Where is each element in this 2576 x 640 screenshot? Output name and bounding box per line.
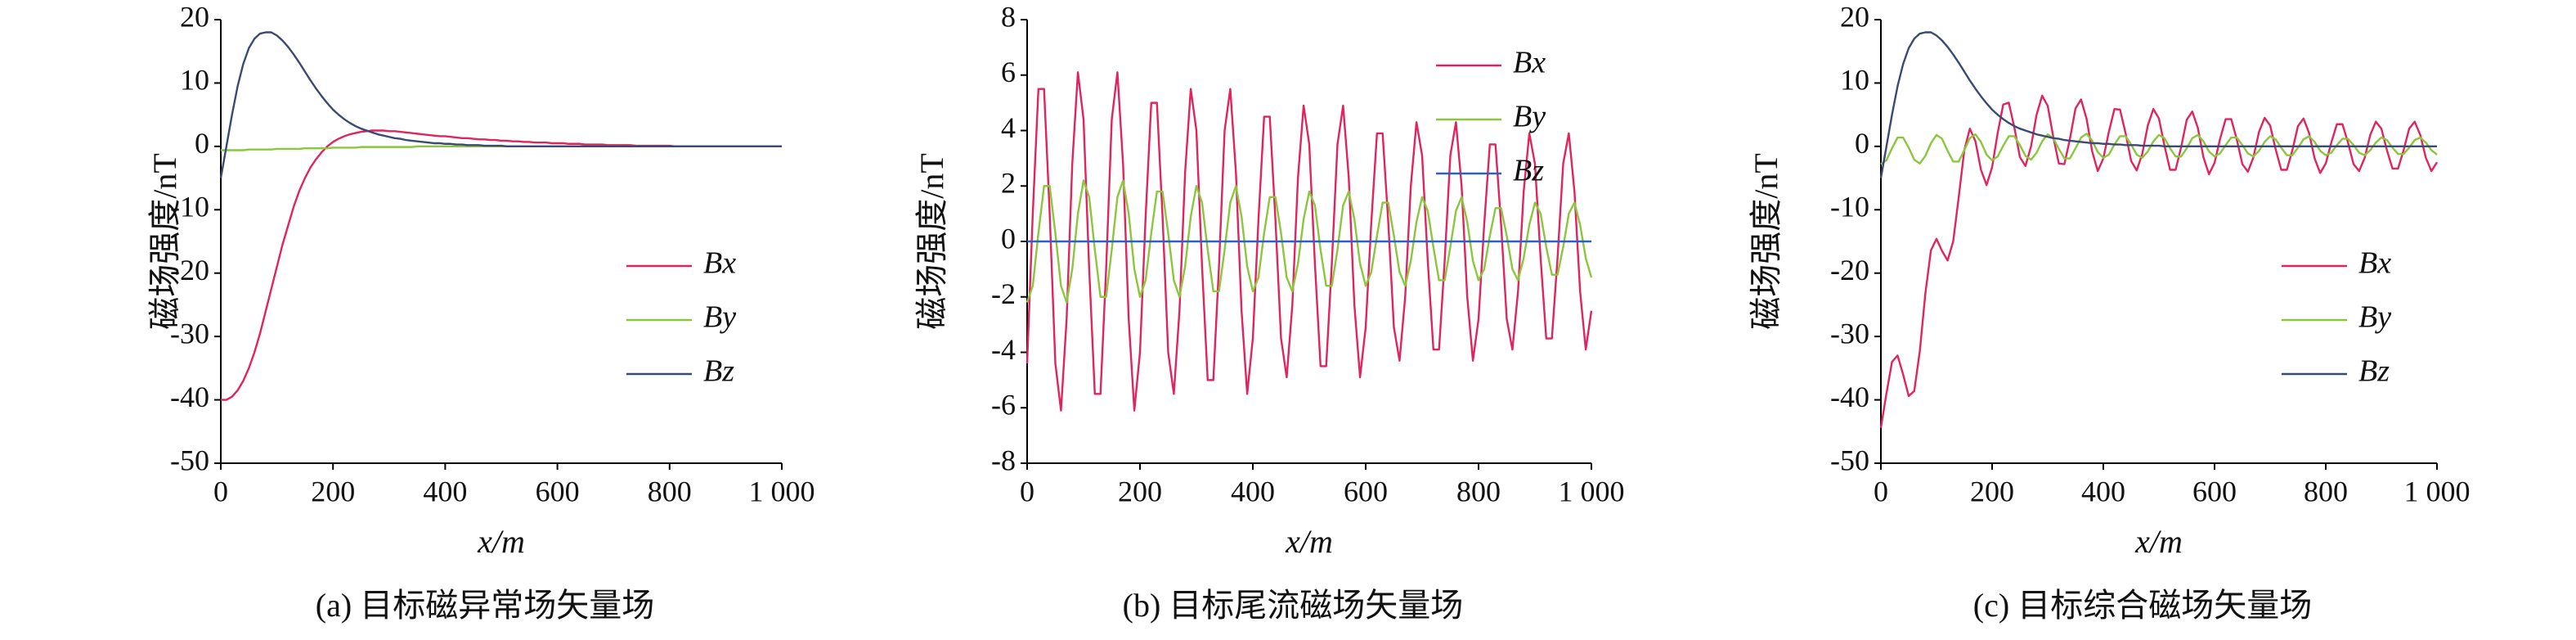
y-tick-label: -2 — [991, 277, 1016, 310]
legend-label: By — [703, 300, 736, 335]
series-line — [219, 31, 782, 178]
series-line — [1025, 179, 1593, 304]
y-axis-label: 磁场强度/nT — [146, 153, 183, 330]
legend-label: Bx — [703, 246, 736, 281]
y-tick-label: 0 — [1855, 127, 1869, 160]
series-line — [221, 129, 782, 401]
series-line — [1025, 71, 1593, 412]
x-tick-label: 200 — [311, 475, 355, 507]
y-tick-label: 10 — [1840, 64, 1869, 97]
series-line — [1880, 133, 2438, 165]
x-tick-label: 600 — [2192, 475, 2237, 507]
legend-label: Bz — [2358, 354, 2390, 389]
legend-label: By — [2358, 300, 2391, 335]
series-line — [1879, 94, 2439, 428]
y-tick-label: 6 — [1001, 56, 1016, 88]
y-tick-label: 8 — [1001, 0, 1016, 33]
x-tick-label: 200 — [1970, 475, 2014, 507]
y-tick-label: 10 — [180, 64, 209, 97]
y-tick-label: -50 — [170, 444, 209, 476]
y-tick-label: -4 — [991, 333, 1016, 366]
legend-label: Bz — [1513, 154, 1544, 188]
y-tick-label: -8 — [991, 444, 1016, 476]
y-tick-label: -10 — [170, 191, 209, 223]
x-tick-label: 400 — [2081, 475, 2125, 507]
y-axis-label: 磁场强度/nT — [1748, 153, 1784, 330]
legend-label: Bz — [703, 354, 734, 389]
y-tick-label: 20 — [1840, 0, 1869, 33]
x-tick-label: 200 — [1118, 475, 1162, 507]
caption: (c) 目标综合磁场矢量场 — [1973, 587, 2312, 624]
y-tick-label: 2 — [1001, 167, 1016, 200]
y-tick-label: -40 — [170, 381, 209, 413]
x-tick-label: 800 — [1456, 475, 1501, 507]
x-tick-label: 0 — [1020, 475, 1034, 507]
y-tick-label: -30 — [1830, 317, 1869, 349]
y-tick-label: -30 — [170, 317, 209, 349]
legend-label: Bx — [2358, 246, 2391, 281]
x-tick-label: 600 — [536, 475, 580, 507]
x-tick-label: 800 — [648, 475, 692, 507]
y-tick-label: -20 — [1830, 254, 1869, 286]
x-tick-label: 0 — [213, 475, 228, 507]
x-tick-label: 1 000 — [1559, 475, 1625, 507]
x-axis-label: x/m — [2134, 523, 2183, 560]
y-tick-label: -10 — [1830, 191, 1869, 223]
x-tick-label: 1 000 — [749, 475, 815, 507]
x-axis-label: x/m — [477, 523, 525, 560]
x-tick-label: 400 — [423, 475, 467, 507]
legend-label: By — [1513, 100, 1546, 134]
y-tick-label: 20 — [180, 0, 209, 33]
y-tick-label: -6 — [991, 389, 1016, 421]
x-tick-label: 800 — [2304, 475, 2348, 507]
x-tick-label: 0 — [1874, 475, 1888, 507]
y-tick-label: 4 — [1001, 111, 1016, 144]
y-tick-label: -40 — [1830, 381, 1869, 413]
y-axis-label: 磁场强度/nT — [913, 153, 950, 330]
series-line — [1879, 31, 2437, 178]
caption: (b) 目标尾流磁场矢量场 — [1123, 587, 1464, 624]
x-tick-label: 400 — [1231, 475, 1275, 507]
legend-label: Bx — [1513, 46, 1546, 80]
x-axis-label: x/m — [1285, 523, 1333, 560]
x-tick-label: 1 000 — [2404, 475, 2471, 507]
y-tick-label: 0 — [1001, 222, 1016, 255]
y-tick-label: -20 — [170, 254, 209, 286]
caption: (a) 目标磁异常场矢量场 — [316, 587, 654, 624]
x-tick-label: 600 — [1344, 475, 1388, 507]
y-tick-label: 0 — [195, 127, 209, 160]
y-tick-label: -50 — [1830, 444, 1869, 476]
